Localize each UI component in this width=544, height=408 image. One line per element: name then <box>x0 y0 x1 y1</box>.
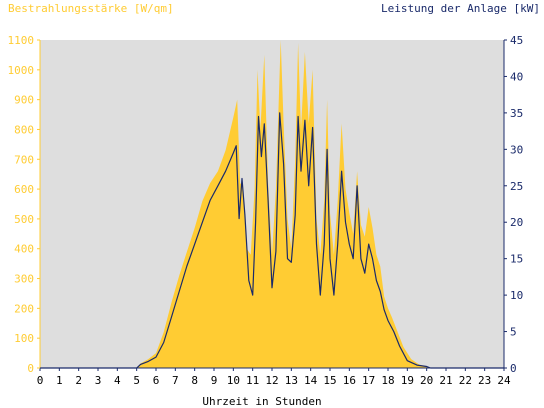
x-tick-label: 17 <box>362 374 375 387</box>
x-tick-label: 1 <box>56 374 63 387</box>
left-y-tick-label: 200 <box>14 302 34 315</box>
x-tick-label: 13 <box>285 374 298 387</box>
right-y-tick-label: 35 <box>510 107 523 120</box>
plot-area: 0 1 2 3 4 5 6 7 8 9 10 11 12 13 14 15 16 17 18 19 20 21 22 23 24… <box>8 34 524 387</box>
x-tick-label: 4 <box>114 374 121 387</box>
left-y-tick-label: 700 <box>14 153 34 166</box>
x-tick-label: 6 <box>153 374 160 387</box>
x-tick-label: 8 <box>191 374 198 387</box>
irradiance-area <box>40 40 504 368</box>
left-y-tick-label: 0 <box>27 362 34 375</box>
x-tick-label: 11 <box>246 374 259 387</box>
x-tick-label: 24 <box>497 374 511 387</box>
x-axis-title: Uhrzeit in Stunden <box>202 395 321 408</box>
left-y-tick-label: 400 <box>14 243 34 256</box>
right-axis-title: Leistung der Anlage [kW] <box>381 2 540 15</box>
right-y-tick-label: 15 <box>510 253 523 266</box>
x-tick-label: 12 <box>265 374 278 387</box>
x-tick-label: 0 <box>37 374 44 387</box>
left-y-tick-label: 1100 <box>8 34 35 47</box>
right-y-tick-label: 45 <box>510 34 523 47</box>
x-tick-label: 22 <box>459 374 472 387</box>
left-y-tick-label: 800 <box>14 123 34 136</box>
x-tick-label: 23 <box>478 374 491 387</box>
x-tick-label: 15 <box>323 374 336 387</box>
x-tick-label: 2 <box>75 374 82 387</box>
left-axis-title: Bestrahlungsstärke [W/qm] <box>8 2 174 15</box>
right-y-tick-label: 20 <box>510 216 523 229</box>
right-y-tick-label: 5 <box>510 326 517 339</box>
left-y-tick-label: 100 <box>14 332 34 345</box>
x-tick-label: 19 <box>401 374 414 387</box>
x-tick-label: 18 <box>381 374 394 387</box>
left-y-tick-label: 1000 <box>8 64 35 77</box>
left-y-tick-label: 900 <box>14 94 34 107</box>
x-tick-label: 7 <box>172 374 179 387</box>
left-y-tick-label: 600 <box>14 183 34 196</box>
right-y-tick-label: 0 <box>510 362 517 375</box>
right-y-tick-label: 25 <box>510 180 523 193</box>
x-tick-label: 14 <box>304 374 318 387</box>
left-y-tick-label: 300 <box>14 273 34 286</box>
right-y-tick-label: 10 <box>510 289 523 302</box>
x-tick-label: 3 <box>95 374 102 387</box>
x-tick-label: 21 <box>439 374 452 387</box>
x-tick-label: 10 <box>227 374 240 387</box>
x-tick-label: 16 <box>343 374 356 387</box>
right-y-tick-label: 40 <box>510 70 523 83</box>
x-tick-label: 5 <box>133 374 140 387</box>
right-y-tick-label: 30 <box>510 143 523 156</box>
x-tick-label: 9 <box>211 374 218 387</box>
left-y-tick-label: 500 <box>14 213 34 226</box>
x-tick-label: 20 <box>420 374 433 387</box>
power-line <box>40 112 504 369</box>
